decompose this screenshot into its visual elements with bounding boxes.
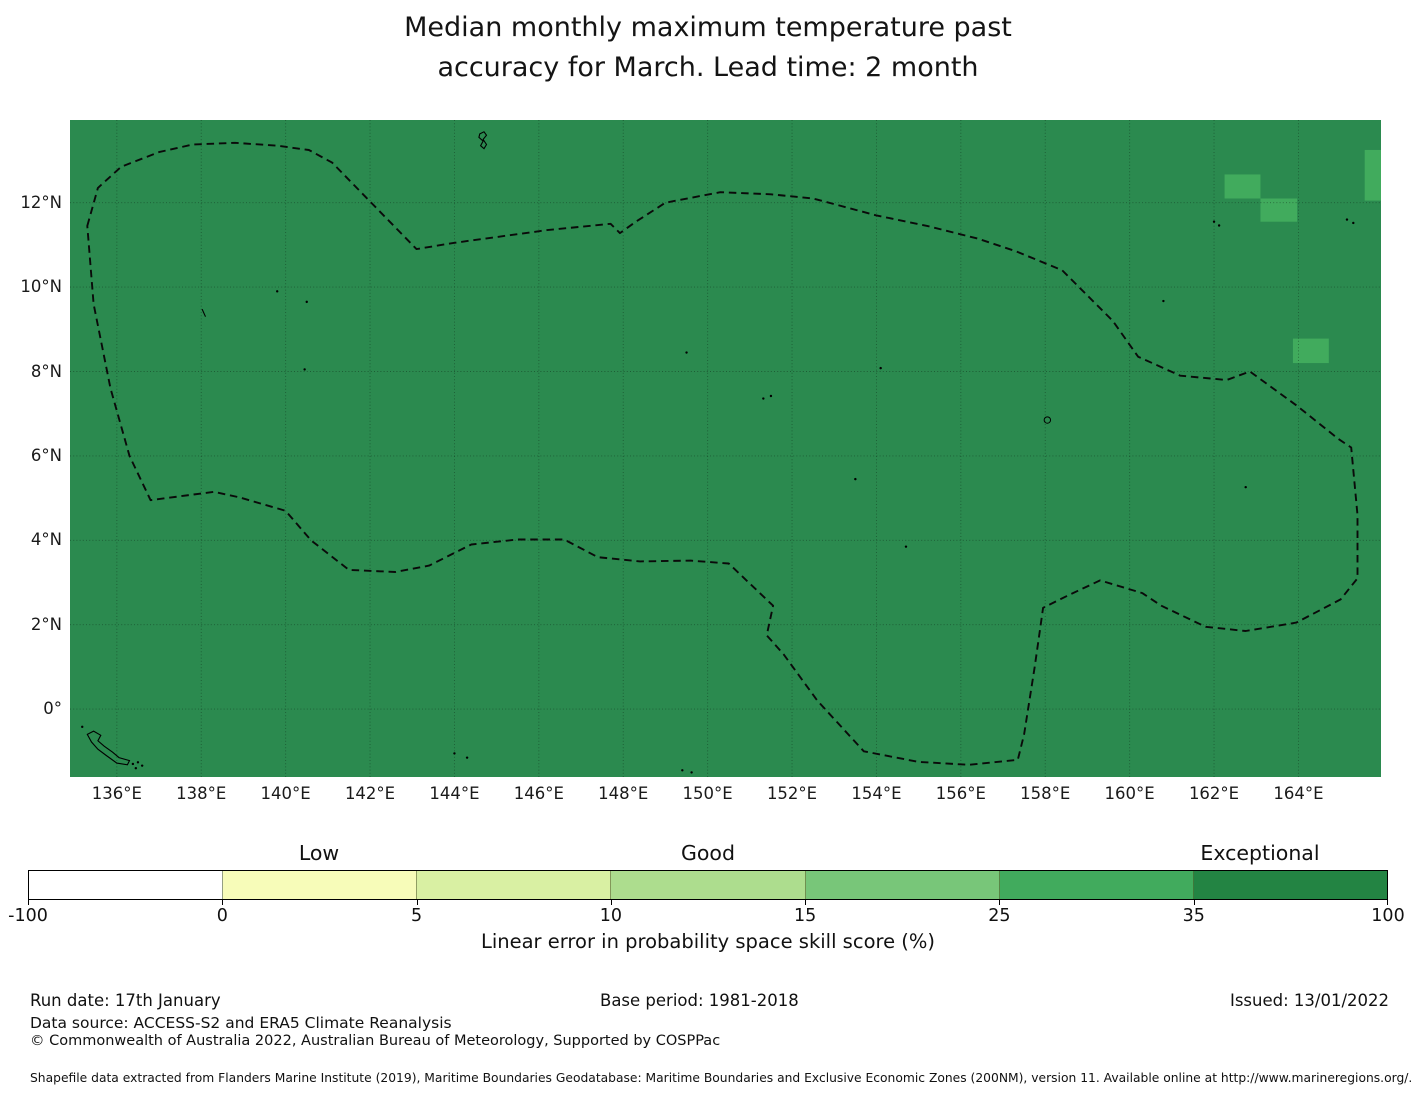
islet-dot xyxy=(1244,485,1247,489)
colorbar-tick-label: 25 xyxy=(988,906,1011,926)
lat-tick-label: 6°N xyxy=(30,445,62,465)
colorbar-segment xyxy=(999,871,1194,899)
islet-dot xyxy=(1162,299,1165,303)
colorbar-tick-label: 15 xyxy=(794,906,817,926)
colorbar-segment xyxy=(417,871,612,899)
footer-run-date: Run date: 17th January xyxy=(30,991,221,1010)
islet-dot xyxy=(276,290,279,293)
lat-tick-label: 0° xyxy=(43,699,62,719)
colorbar-tickmark xyxy=(28,900,29,905)
chart-title-line1: Median monthly maximum temperature past xyxy=(404,12,1012,43)
lat-tick-label: 2°N xyxy=(30,614,62,634)
skill-cell-25-35 xyxy=(1292,338,1329,364)
skill-cell-25-35 xyxy=(1260,198,1298,222)
skill-cell-25-35 xyxy=(1364,149,1383,201)
islet-dot xyxy=(879,366,882,370)
colorbar-tick-label: 100 xyxy=(1371,906,1405,926)
island-coastline xyxy=(201,308,207,317)
islet-dot xyxy=(1352,221,1355,225)
islet-dot xyxy=(140,764,144,767)
lat-tick-label: 10°N xyxy=(20,277,62,297)
colorbar-tick-label: 10 xyxy=(599,906,622,926)
islet-dot xyxy=(131,762,135,766)
islet-dot xyxy=(465,756,469,759)
island-coastline xyxy=(86,730,131,766)
colorbar-tickmark xyxy=(1387,900,1388,905)
footer-data-source: Data source: ACCESS-S2 and ERA5 Climate … xyxy=(30,1014,452,1032)
eez-dashed-boundary xyxy=(86,141,1359,766)
footer-shapefile-note: Shapefile data extracted from Flanders M… xyxy=(30,1071,1413,1085)
colorbar xyxy=(28,870,1388,900)
colorbar-segment xyxy=(611,871,806,899)
colorbar-tickmark xyxy=(222,900,224,905)
lat-tick-label: 4°N xyxy=(30,530,62,550)
chart-title-line2: accuracy for March. Lead time: 2 month xyxy=(437,52,979,83)
lon-tick-label: 136°E xyxy=(91,784,142,803)
islet-dot xyxy=(685,351,688,354)
skill-cell-25-35 xyxy=(1224,174,1261,199)
lon-tick-label: 146°E xyxy=(513,784,564,803)
colorbar-tickmark xyxy=(999,900,1001,905)
islet-dot xyxy=(305,300,308,304)
colorbar-segment xyxy=(1193,871,1387,899)
islet-dot xyxy=(134,766,138,770)
colorbar-tick-label: 35 xyxy=(1182,906,1205,926)
islet-dot xyxy=(303,368,306,371)
lon-tick-label: 160°E xyxy=(1104,784,1155,803)
islet-dot xyxy=(1345,218,1349,221)
colorbar-axis-label: Linear error in probability space skill … xyxy=(480,930,936,953)
islet-dot xyxy=(904,545,908,548)
footer-issued-date: Issued: 13/01/2022 xyxy=(1229,991,1389,1010)
island-coastline-ring xyxy=(1043,416,1052,424)
colorbar-tick-label: 0 xyxy=(216,906,228,926)
lat-tick-label: 8°N xyxy=(30,361,62,381)
lon-tick-label: 152°E xyxy=(766,784,818,803)
colorbar-segment xyxy=(29,871,224,899)
map-svg xyxy=(70,120,1383,777)
map-plot-area xyxy=(70,120,1383,777)
islet-dot xyxy=(769,394,773,398)
islet-dot xyxy=(136,761,140,764)
footer-copyright: © Commonwealth of Australia 2022, Austra… xyxy=(30,1033,721,1049)
lon-tick-label: 154°E xyxy=(851,784,902,803)
lon-tick-label: 156°E xyxy=(935,784,986,803)
lon-tick-label: 150°E xyxy=(682,784,733,803)
colorbar-segment xyxy=(223,871,418,899)
lon-tick-label: 144°E xyxy=(429,784,480,803)
islet-dot xyxy=(681,769,684,772)
islet-dot xyxy=(453,752,456,755)
lon-tick-label: 162°E xyxy=(1188,784,1240,803)
colorbar-category-label: Exceptional xyxy=(1200,841,1320,865)
eez-skill-field xyxy=(70,120,1381,777)
island-coastline xyxy=(478,131,488,150)
islet-dot xyxy=(81,725,84,729)
islet-dot xyxy=(854,477,857,481)
lon-tick-label: 164°E xyxy=(1273,784,1324,803)
colorbar-tickmark xyxy=(1193,900,1195,905)
islet-dot xyxy=(1217,224,1221,227)
lon-tick-label: 148°E xyxy=(598,784,649,803)
lon-tick-label: 140°E xyxy=(260,784,311,803)
lat-tick-label: 12°N xyxy=(20,192,62,212)
islet-dot xyxy=(762,397,765,400)
colorbar-tickmark xyxy=(610,900,612,905)
colorbar-category-label: Good xyxy=(681,841,735,865)
lon-tick-label: 158°E xyxy=(1020,784,1071,803)
colorbar-tickmark xyxy=(805,900,807,905)
colorbar-category-label: Low xyxy=(298,841,340,865)
footer-base-period: Base period: 1981-2018 xyxy=(600,991,799,1010)
islet-dot xyxy=(1212,220,1216,223)
lon-tick-label: 142°E xyxy=(344,784,396,803)
colorbar-tick-label: 5 xyxy=(410,906,423,926)
colorbar-segment xyxy=(805,871,1000,899)
islet-dot xyxy=(690,771,693,774)
colorbar-tickmark xyxy=(416,900,418,905)
colorbar-tick-label: -100 xyxy=(8,906,48,926)
lon-tick-label: 138°E xyxy=(176,784,227,803)
